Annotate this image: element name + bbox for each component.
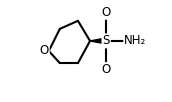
Text: NH₂: NH₂ — [124, 34, 147, 47]
Text: O: O — [101, 63, 111, 76]
Text: O: O — [40, 44, 49, 58]
Text: S: S — [103, 34, 110, 47]
Text: O: O — [101, 6, 111, 19]
Polygon shape — [90, 38, 106, 44]
